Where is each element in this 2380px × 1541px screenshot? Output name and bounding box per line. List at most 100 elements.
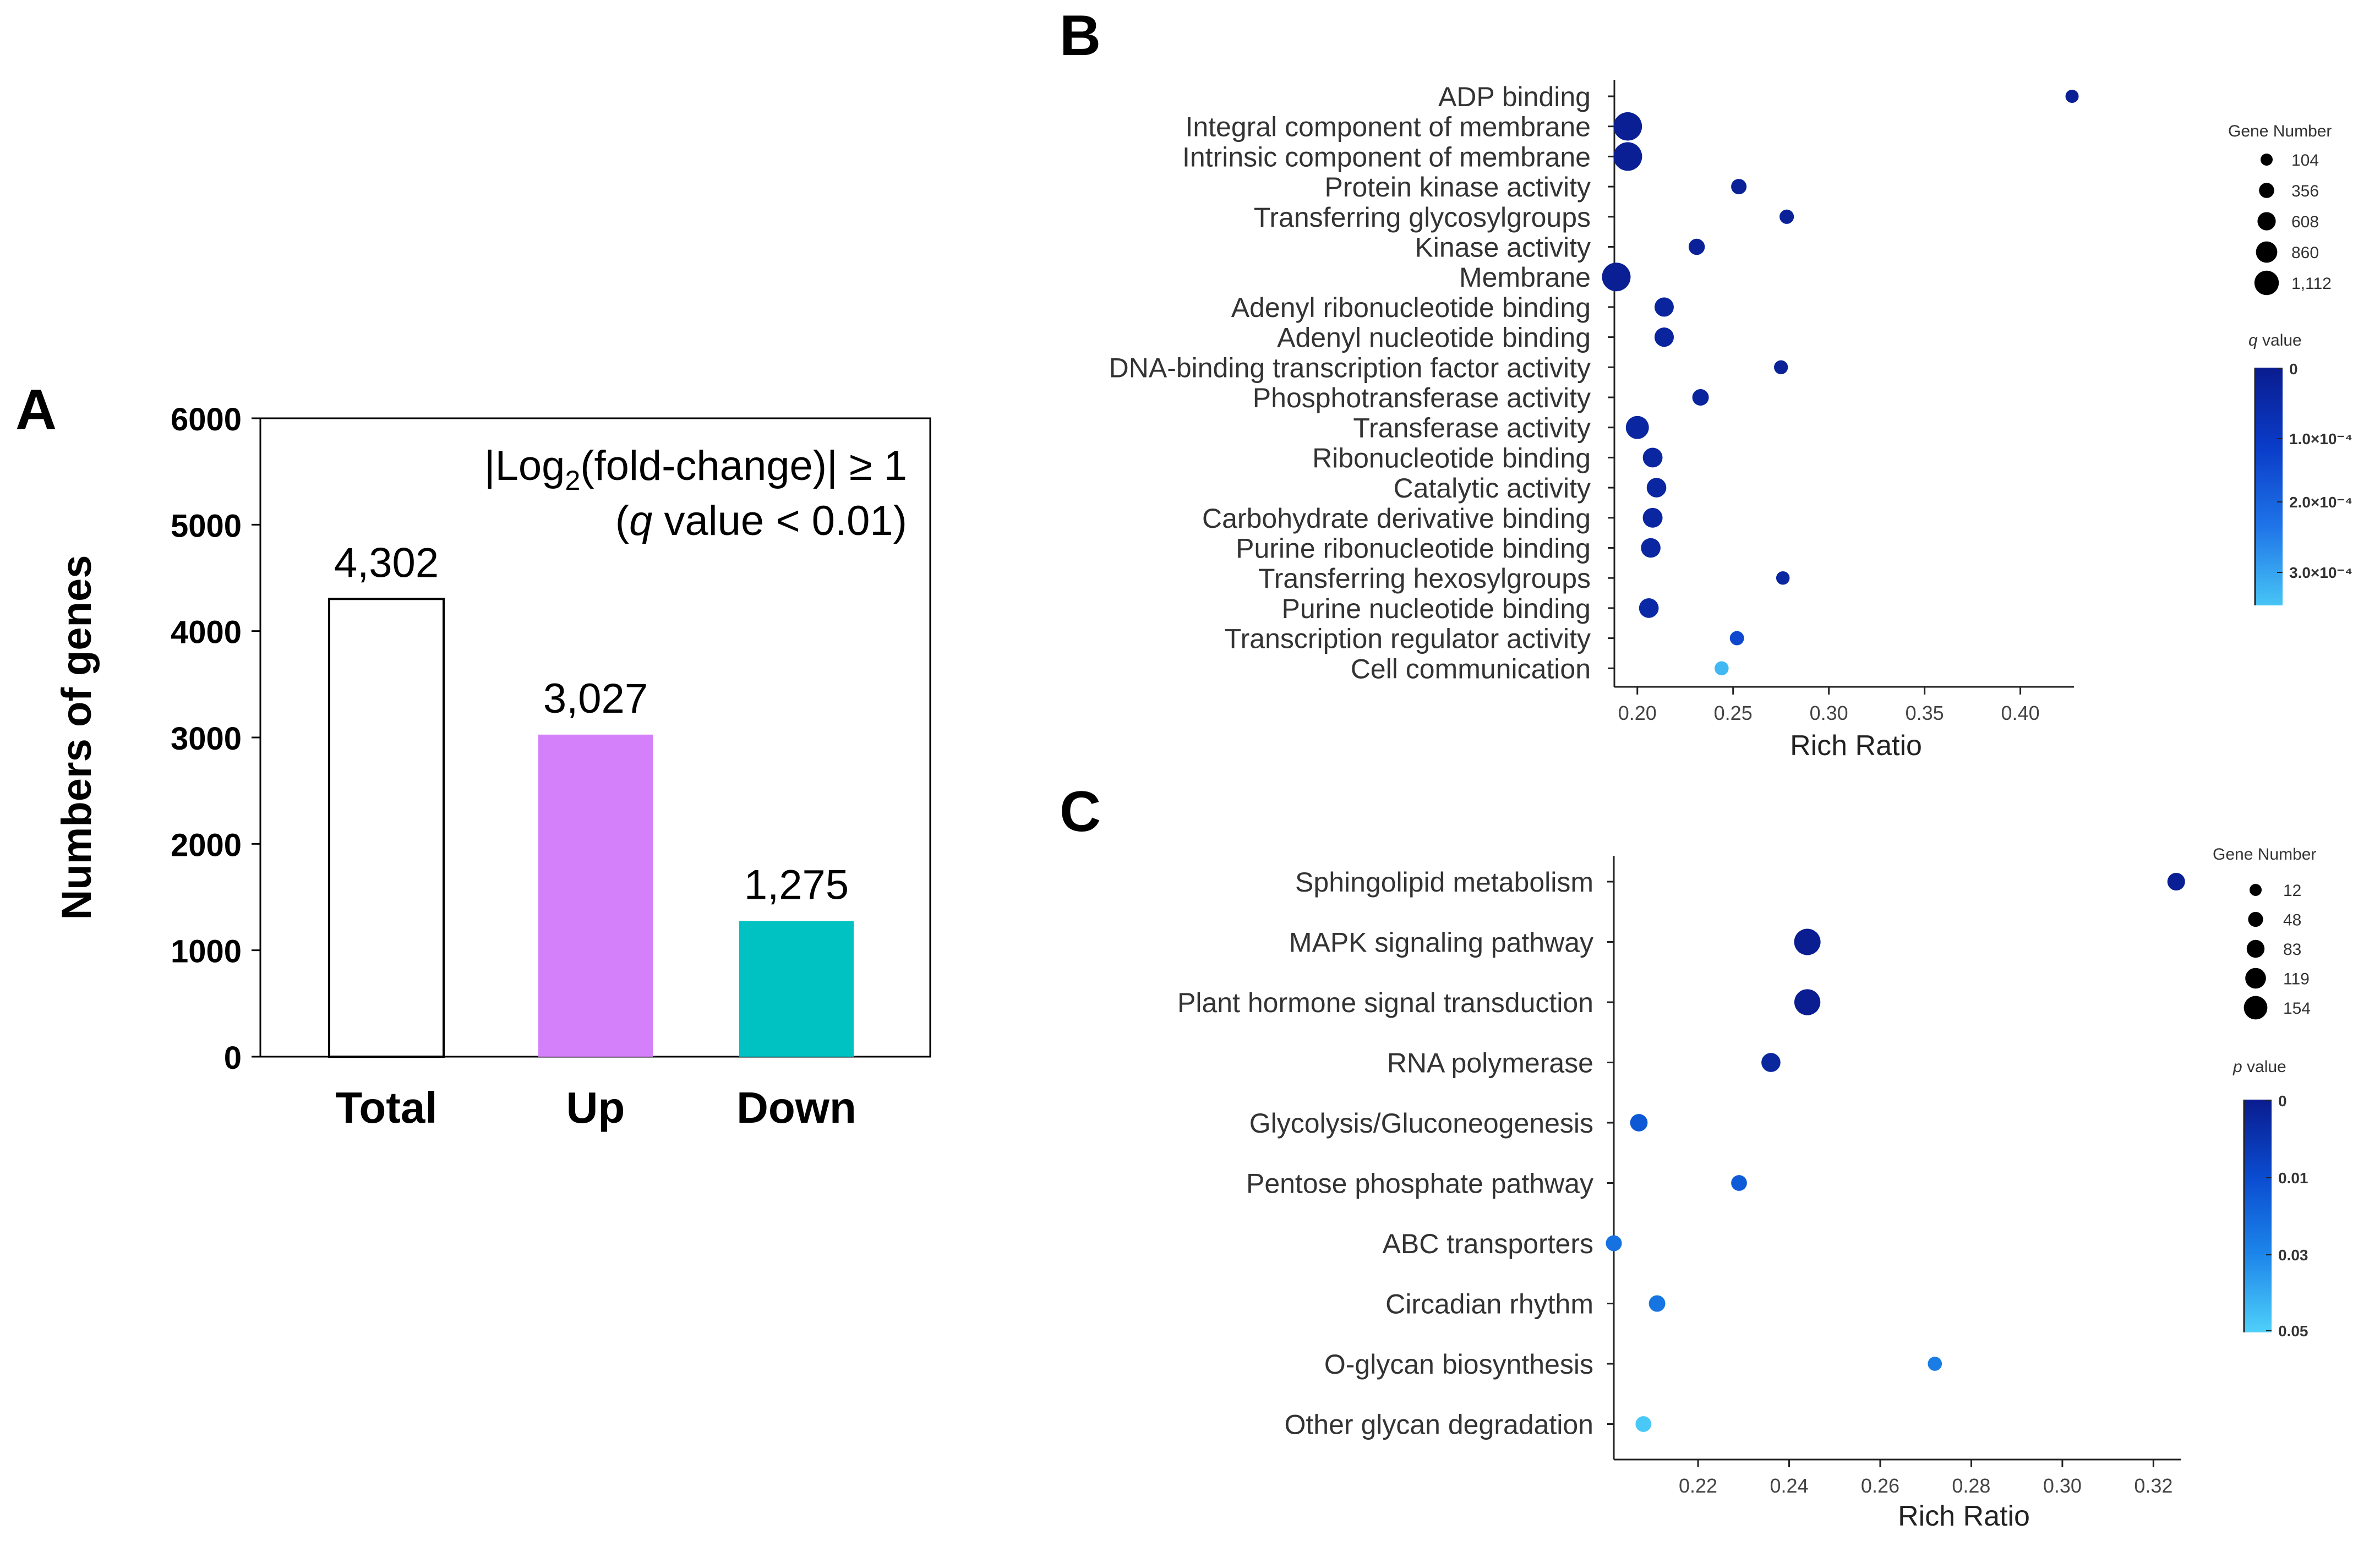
- x-axis-label: Rich Ratio: [1898, 1500, 2030, 1532]
- y-tick-label: 5000: [171, 508, 242, 544]
- size-legend-dot: [2259, 183, 2274, 198]
- y-axis-label: Numbers of genes: [53, 555, 100, 920]
- bar-chart-panel: 0 1000 2000 3000 4000 5000 6000 4,302 Total 3,02…: [53, 402, 931, 1132]
- size-legend-title: Gene Number: [2228, 122, 2332, 140]
- term-label: Intrinsic component of membrane: [1182, 141, 1591, 172]
- data-point: [1642, 447, 1663, 468]
- data-point: [1642, 507, 1663, 528]
- data-point: [1648, 1295, 1666, 1312]
- term-label: Membrane: [1459, 262, 1591, 293]
- data-point: [1779, 209, 1794, 224]
- y-tick-label: 0: [224, 1040, 242, 1076]
- color-legend-title: q value: [2248, 331, 2302, 349]
- points: [1602, 90, 2079, 676]
- y-tick-label: 1000: [171, 934, 242, 970]
- data-point: [1641, 538, 1661, 558]
- term-label: Sphingolipid metabolism: [1295, 867, 1593, 898]
- data-point: [2065, 90, 2079, 103]
- chart-title-line2: (q value < 0.01): [615, 498, 907, 544]
- x-tick-label: 0.20: [1618, 702, 1657, 724]
- term-label: Transferring hexosylgroups: [1258, 563, 1591, 594]
- data-point: [2167, 872, 2185, 891]
- term-label: RNA polymerase: [1387, 1048, 1593, 1079]
- size-legend-dot: [2245, 968, 2266, 989]
- color-tick-label: 3.0×10⁻⁴: [2289, 564, 2352, 581]
- x-tick-label: Total: [335, 1083, 437, 1132]
- x-tick-label: Up: [566, 1083, 625, 1132]
- size-legend: Gene Number 12 48 83 119 154: [2213, 845, 2316, 1020]
- size-legend-title: Gene Number: [2213, 845, 2316, 864]
- term-label: Transcription regulator activity: [1225, 624, 1591, 654]
- x-tick-label: 0.30: [1810, 702, 1848, 724]
- color-tick-label: 2.0×10⁻⁴: [2289, 494, 2352, 511]
- data-point: [1715, 661, 1729, 676]
- kegg-enrichment-panel: Sphingolipid metabolism MAPK signaling pa…: [1177, 845, 2316, 1532]
- data-point: [1635, 1416, 1652, 1432]
- points: [1606, 872, 2185, 1432]
- bar-value-label: 3,027: [543, 675, 648, 722]
- data-point: [1794, 928, 1821, 955]
- color-tick-label: 0.01: [2278, 1170, 2308, 1187]
- data-point: [1761, 1053, 1781, 1072]
- term-label: Integral component of membrane: [1185, 112, 1591, 143]
- size-legend: Gene Number 104 356 608 860 1,112: [2228, 122, 2332, 296]
- data-point: [1688, 238, 1705, 255]
- y-tick-label: 6000: [171, 402, 242, 438]
- size-legend-dot: [2261, 154, 2273, 166]
- x-tick-label: 0.25: [1714, 702, 1753, 724]
- color-legend: p value 0 0.01 0.03 0.05: [2232, 1058, 2308, 1340]
- data-point: [1692, 389, 1709, 406]
- term-label: Ribonucleotide binding: [1312, 442, 1591, 473]
- y-tick-label: 4000: [171, 615, 242, 651]
- term-label: Carbohydrate derivative binding: [1202, 503, 1591, 534]
- size-legend-label: 860: [2291, 244, 2319, 262]
- size-legend-dot: [2254, 270, 2279, 296]
- term-label: Purine ribonucleotide binding: [1236, 533, 1591, 564]
- bar-value-label: 1,275: [744, 862, 849, 909]
- term-label: Other glycan degradation: [1285, 1409, 1593, 1440]
- bars: 4,302 Total 3,027 Up 1,275 Down: [328, 539, 856, 1132]
- color-tick-label: 0: [2289, 360, 2298, 378]
- size-legend-dot: [2250, 884, 2262, 896]
- size-legend-label: 154: [2283, 999, 2311, 1018]
- size-legend-label: 119: [2283, 970, 2310, 988]
- size-legend-label: 12: [2283, 882, 2301, 900]
- term-label: Protein kinase activity: [1324, 172, 1591, 203]
- size-legend-dot: [2256, 241, 2278, 263]
- term-label: Adenyl nucleotide binding: [1277, 323, 1591, 353]
- term-label: Phosphotransferase activity: [1253, 382, 1591, 413]
- color-tick-label: 1.0×10⁻⁴: [2289, 430, 2352, 447]
- term-label: Cell communication: [1351, 653, 1591, 684]
- data-point: [1630, 1114, 1648, 1132]
- term-label: MAPK signaling pathway: [1289, 927, 1593, 958]
- data-point: [1928, 1357, 1942, 1371]
- y-axis: 0 1000 2000 3000 4000 5000 6000: [171, 402, 260, 1076]
- term-label: ADP binding: [1438, 81, 1591, 112]
- term-labels: Sphingolipid metabolism MAPK signaling pa…: [1177, 867, 1614, 1440]
- color-legend: q value 0 1.0×10⁻⁴ 2.0×10⁻⁴ 3.0×10⁻⁴: [2248, 331, 2352, 605]
- bar-total: [328, 598, 445, 1058]
- term-label: O-glycan biosynthesis: [1324, 1349, 1593, 1380]
- color-bar: [2244, 1100, 2272, 1332]
- x-tick-label: 0.32: [2134, 1474, 2172, 1497]
- term-label: DNA-binding transcription factor activit…: [1109, 352, 1591, 383]
- size-legend-label: 356: [2291, 182, 2319, 200]
- chart-title-line1: |Log2(fold-change)| ≥ 1: [484, 442, 907, 496]
- term-label: ABC transporters: [1383, 1228, 1593, 1259]
- data-point: [1606, 1235, 1622, 1252]
- data-point: [1602, 263, 1631, 292]
- term-label: Transferase activity: [1353, 413, 1591, 444]
- size-legend-label: 1,112: [2291, 275, 2332, 293]
- size-legend-label: 104: [2291, 151, 2319, 170]
- size-legend-label: 48: [2283, 911, 2301, 930]
- data-point: [1774, 360, 1788, 374]
- term-label: Transferring glycosylgroups: [1254, 202, 1591, 233]
- color-tick-label: 0: [2278, 1092, 2287, 1110]
- x-tick-label: 0.28: [1952, 1474, 1990, 1497]
- term-label: Plant hormone signal transduction: [1177, 987, 1593, 1018]
- data-point: [1625, 416, 1649, 439]
- panel-label-b: B: [1060, 4, 1101, 68]
- color-legend-title: p value: [2232, 1058, 2286, 1076]
- size-legend-label: 608: [2291, 213, 2319, 231]
